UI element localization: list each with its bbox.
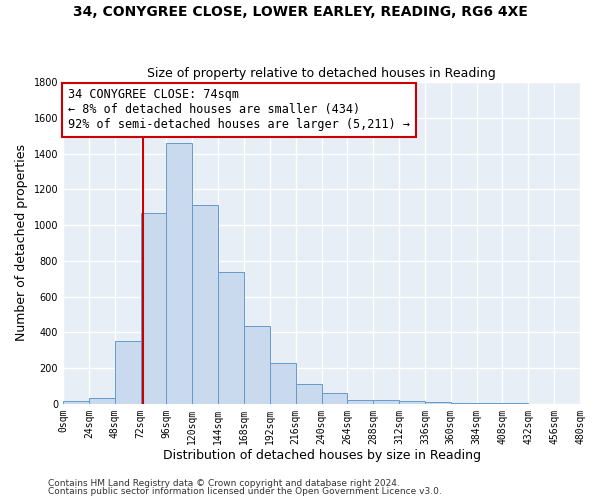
Y-axis label: Number of detached properties: Number of detached properties (15, 144, 28, 342)
Bar (63, 401, 89, 404)
Bar (270, 362, 296, 404)
Text: Contains public sector information licensed under the Open Government Licence v3: Contains public sector information licen… (48, 487, 442, 496)
Bar (140, 212, 166, 404)
Bar (115, 342, 140, 404)
Text: 34 CONYGREE CLOSE: 74sqm
← 8% of detached houses are smaller (434)
92% of semi-d: 34 CONYGREE CLOSE: 74sqm ← 8% of detache… (68, 88, 410, 132)
Bar (373, 400, 399, 404)
Bar (322, 394, 347, 404)
Bar (399, 401, 425, 404)
Text: 34, CONYGREE CLOSE, LOWER EARLEY, READING, RG6 4XE: 34, CONYGREE CLOSE, LOWER EARLEY, READIN… (73, 5, 527, 19)
Bar (347, 400, 373, 404)
Text: Contains HM Land Registry data © Crown copyright and database right 2024.: Contains HM Land Registry data © Crown c… (48, 479, 400, 488)
Bar (166, 143, 192, 404)
Bar (296, 384, 322, 404)
Title: Size of property relative to detached houses in Reading: Size of property relative to detached ho… (147, 66, 496, 80)
Bar (425, 402, 451, 404)
Bar (451, 403, 476, 404)
Bar (244, 326, 270, 404)
Bar (218, 272, 244, 404)
Bar (89, 398, 115, 404)
Bar (192, 206, 218, 404)
X-axis label: Distribution of detached houses by size in Reading: Distribution of detached houses by size … (163, 450, 481, 462)
